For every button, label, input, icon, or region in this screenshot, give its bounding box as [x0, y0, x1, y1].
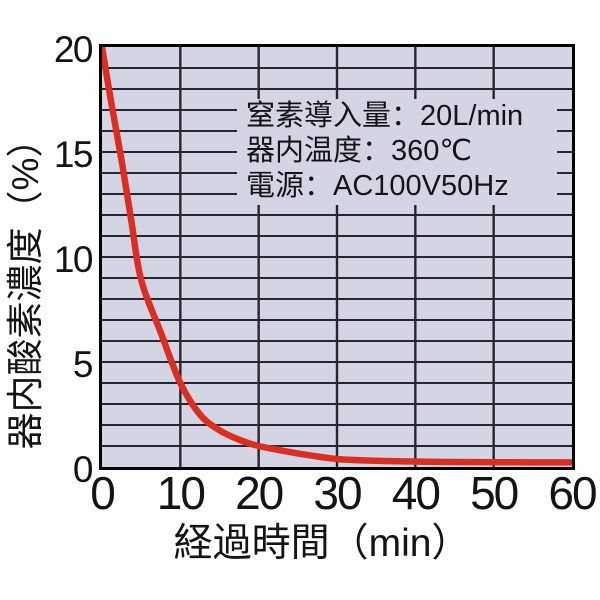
x-axis-title: 経過時間（min） — [173, 522, 471, 565]
x-tick-label: 40 — [391, 467, 441, 519]
x-tick-label: 60 — [548, 467, 597, 519]
decay-curve — [102, 47, 572, 466]
y-tick-label: 10 — [53, 239, 94, 280]
annotation-backdrop — [237, 99, 557, 205]
y-tick-label: 20 — [53, 29, 94, 70]
grid-svg — [102, 47, 572, 467]
x-tick-label: 10 — [156, 467, 206, 519]
annotation-box: 窒素導入量：20L/min 器内温度：360℃ 電源：AC100V50Hz — [246, 99, 523, 204]
annotation-line: 器内温度：360℃ — [246, 135, 472, 167]
y-tick-label: 0 — [72, 449, 94, 490]
y-tick-label: 15 — [53, 134, 94, 175]
plot-area — [99, 44, 575, 470]
annotation-line: 電源：AC100V50Hz — [246, 170, 509, 202]
annotation-line: 窒素導入量：20L/min — [246, 100, 524, 132]
y-tick-label: 5 — [72, 344, 94, 385]
x-tick-label: 50 — [470, 467, 519, 519]
x-tick-label: 20 — [235, 467, 284, 519]
x-tick-label: 30 — [313, 467, 362, 519]
x-tick-label: 0 — [90, 467, 116, 519]
